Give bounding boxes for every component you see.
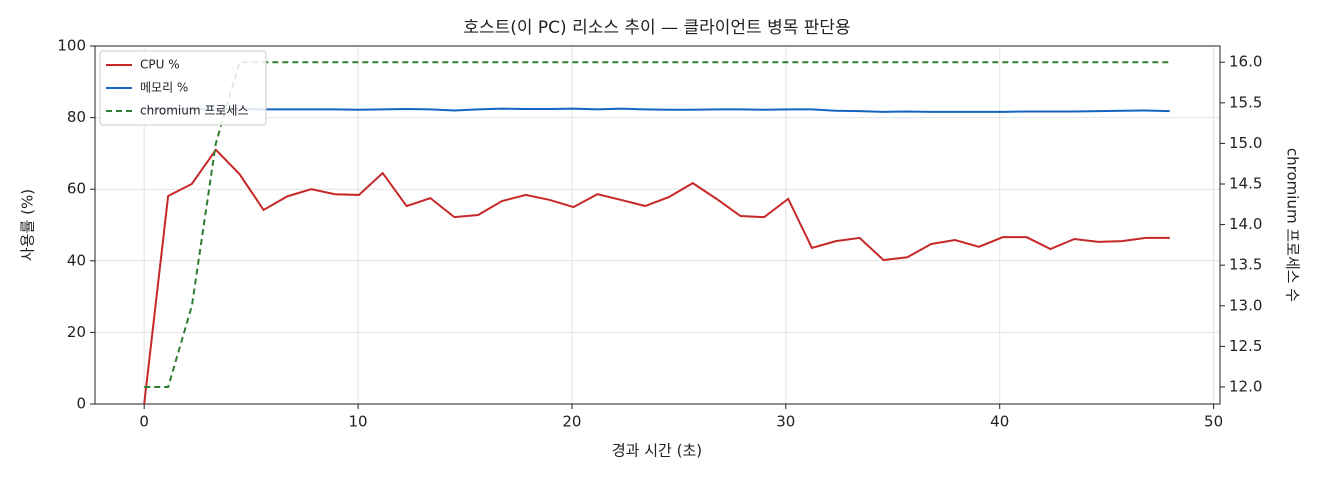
- y2-tick-label: 12.5: [1229, 337, 1262, 355]
- y-tick-label: 40: [67, 251, 86, 269]
- x-axis-label: 경과 시간 (초): [612, 442, 702, 460]
- x-tick-label: 40: [990, 413, 1009, 431]
- y2-tick-label: 14.5: [1229, 175, 1262, 193]
- x-tick-label: 20: [562, 413, 581, 431]
- x-tick-label: 30: [776, 413, 795, 431]
- y-tick-label: 60: [67, 180, 86, 198]
- y2-axis-label: chromium 프로세스 수: [1284, 148, 1302, 302]
- x-tick-label: 50: [1204, 413, 1223, 431]
- y2-tick-label: 13.5: [1229, 256, 1262, 274]
- series-line: [144, 61, 1170, 388]
- y-axis-label: 사용률 (%): [19, 189, 37, 261]
- y-tick-label: 20: [67, 323, 86, 341]
- x-tick-label: 0: [139, 413, 149, 431]
- series-line: [143, 148, 1170, 405]
- legend-label: 메모리 %: [140, 81, 188, 95]
- series-line: [144, 107, 1170, 113]
- legend-label: chromium 프로세스: [140, 104, 249, 118]
- legend-box: [99, 50, 267, 126]
- y2-tick-label: 15.0: [1229, 134, 1262, 152]
- y-tick-label: 80: [67, 108, 86, 126]
- y2-tick-label: 13.0: [1229, 296, 1262, 314]
- legend: CPU % 메모리 % chromium 프로세스: [99, 50, 267, 126]
- y2-tick-label: 15.5: [1229, 93, 1262, 111]
- chart-title: 호스트(이 PC) 리소스 추이 — 클라이언트 병목 판단용: [463, 18, 850, 38]
- y2-tick-label: 14.0: [1229, 215, 1262, 233]
- y2-tick-label: 12.0: [1229, 377, 1262, 395]
- y-tick-label: 100: [57, 37, 86, 55]
- y-tick-label: 0: [76, 395, 86, 413]
- plot-frame: [94, 45, 1221, 405]
- legend-label: CPU %: [140, 58, 180, 72]
- x-tick-label: 10: [349, 413, 368, 431]
- y2-tick-label: 16.0: [1229, 53, 1262, 71]
